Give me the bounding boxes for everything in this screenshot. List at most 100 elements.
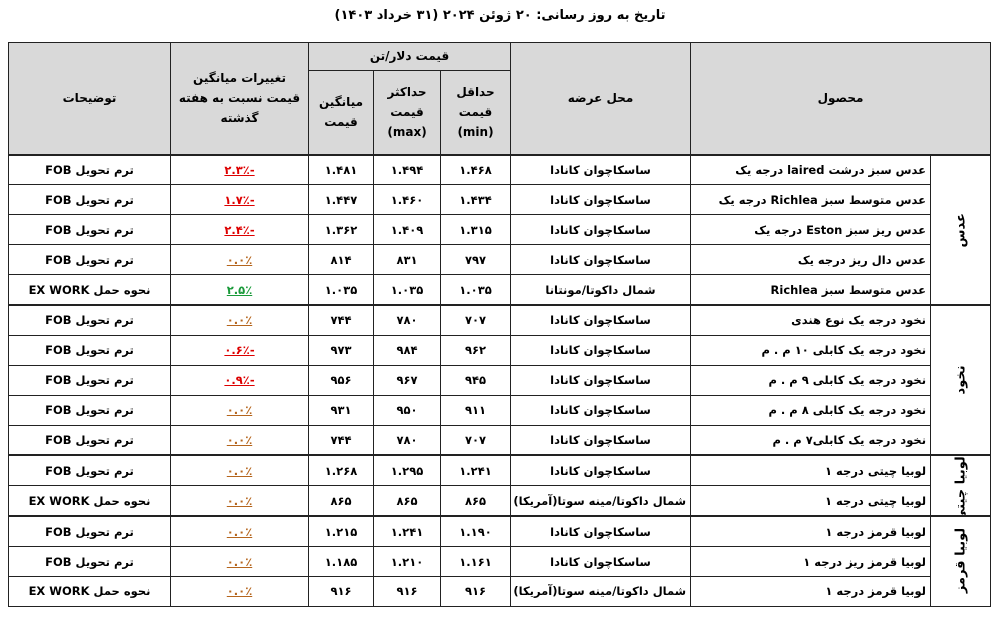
change-value: ۰.۰٪	[226, 403, 253, 418]
max-price-cell: ۷۸۰	[373, 424, 442, 456]
change-value: -۱.۷٪	[224, 192, 255, 207]
change-cell: -۲.۳٪	[170, 153, 309, 186]
max-price-cell: ۱.۴۶۰	[373, 184, 442, 216]
max-price-cell: ۹۶۷	[373, 364, 442, 396]
min-price-cell: ۹۱۱	[440, 394, 512, 426]
max-price-cell: ۱.۲۹۵	[373, 454, 442, 487]
product-cell: نخود درجه یک کابلی ۹ م . م	[690, 364, 932, 396]
min-price-cell: ۱.۱۹۰	[440, 515, 512, 548]
note-cell: ترم تحویل FOB	[8, 303, 171, 336]
location-cell: ساسکاچوان کانادا	[510, 153, 692, 186]
avg-price-cell: ۸۱۴	[307, 244, 375, 276]
location-cell: ساسکاچوان کانادا	[510, 515, 692, 548]
min-price-cell: ۹۴۵	[440, 364, 512, 396]
table-row: لوبیا قرمز لوبیا قرمز درجه ۱ ساسکاچوان کان…	[8, 515, 991, 607]
change-cell: ۰.۰٪	[170, 424, 309, 456]
max-price-cell: ۱.۴۹۴	[373, 153, 442, 186]
min-price-cell: ۸۶۵	[440, 485, 512, 517]
change-value: ۰.۰٪	[226, 432, 253, 447]
location-cell: شمال داکوتا/مینه سوتا(آمریکا)	[510, 485, 692, 517]
table-row: نخود نخود درجه یک نوع هندی ساسکاچوان کاناد…	[8, 303, 991, 456]
location-cell: ساسکاچوان کانادا	[510, 334, 692, 366]
location-cell: ساسکاچوان کانادا	[510, 424, 692, 456]
min-price-cell: ۷۰۷	[440, 424, 512, 456]
change-value: ۲.۵٪	[226, 282, 253, 297]
table-row: نخود درجه یک کابلی ۱۰ م . م ساسکاچوان کان…	[8, 334, 991, 366]
max-price-cell: ۱.۴۰۹	[373, 214, 442, 246]
location-cell: ساسکاچوان کانادا	[510, 303, 692, 336]
note-cell: ترم تحویل FOB	[8, 184, 171, 216]
change-value: ۰.۰٪	[226, 584, 253, 599]
change-value: ۰.۰٪	[226, 313, 253, 328]
product-cell: عدس متوسط سبز Richlea درجه یک	[690, 184, 932, 216]
note-cell: ترم تحویل FOB	[8, 364, 171, 396]
header-note: توضیحات	[8, 42, 171, 155]
product-cell: نخود درجه یک نوع هندی	[690, 303, 932, 336]
change-value: -۰.۶٪	[224, 343, 255, 358]
table-row: عدس دال ریز درجه یک ساسکاچوان کانادا ۷۹۷ ۸۳…	[8, 244, 991, 276]
header-product: محصول	[690, 42, 992, 155]
table-row: لوبیا قرمز درجه ۱ شمال داکوتا/مینه سوتا(آ…	[8, 575, 991, 607]
product-cell: نخود درجه یک کابلی۷ م . م	[690, 424, 932, 456]
change-cell: -۱.۷٪	[170, 184, 309, 216]
change-cell: ۰.۰٪	[170, 546, 309, 577]
change-value: -۲.۴٪	[224, 222, 255, 237]
note-cell: نحوه حمل EX WORK	[8, 274, 171, 306]
avg-price-cell: ۱.۴۴۷	[307, 184, 375, 216]
table-row: لوبیا چیتی درجه ۱ شمال داکوتا/مینه سوتا(آ…	[8, 485, 991, 517]
note-cell: ترم تحویل FOB	[8, 546, 171, 577]
change-value: ۰.۰٪	[226, 252, 253, 267]
change-value: -۰.۹٪	[224, 373, 255, 388]
note-cell: ترم تحویل FOB	[8, 334, 171, 366]
min-price-cell: ۷۹۷	[440, 244, 512, 276]
avg-price-cell: ۱.۲۱۵	[307, 515, 375, 548]
min-price-cell: ۱.۰۳۵	[440, 274, 512, 306]
product-cell: لوبیا چیتی درجه ۱	[690, 485, 932, 517]
header-price-group: قیمت دلار/تن	[307, 42, 512, 71]
change-cell: ۲.۵٪	[170, 274, 309, 306]
avg-price-cell: ۱.۳۶۲	[307, 214, 375, 246]
table-row: لوبیا قرمز ریز درجه ۱ ساسکاچوان کانادا ۱.۱…	[8, 546, 991, 577]
table-body: عدس عدس سبز درشت laired درجه یک ساسکاچوان …	[8, 153, 991, 607]
location-cell: ساسکاچوان کانادا	[510, 546, 692, 577]
change-cell: ۰.۰٪	[170, 303, 309, 336]
update-date-title: تاریخ به روز رسانی: ۲۰ ژوئن ۲۰۲۴ (۳۱ خرد…	[334, 8, 666, 23]
change-cell: ۰.۰٪	[170, 244, 309, 276]
max-price-cell: ۱.۲۱۰	[373, 546, 442, 577]
group-label: عدس	[930, 154, 991, 305]
change-cell: -۰.۶٪	[170, 334, 309, 366]
header-min: حداقل قیمت (min)	[440, 70, 512, 155]
change-value: ۰.۰٪	[226, 554, 253, 569]
avg-price-cell: ۹۵۶	[307, 364, 375, 396]
header-change: تغییرات میانگین قیمت نسبت به هفته گذشته	[170, 42, 309, 155]
avg-price-cell: ۱.۴۸۱	[307, 153, 375, 186]
avg-price-cell: ۱.۰۳۵	[307, 274, 375, 306]
table-row: نخود درجه یک کابلی ۹ م . م ساسکاچوان کانا…	[8, 364, 991, 396]
change-value: ۰.۰٪	[226, 463, 253, 478]
note-cell: ترم تحویل FOB	[8, 153, 171, 186]
note-cell: ترم تحویل FOB	[8, 394, 171, 426]
table-row: عدس عدس سبز درشت laired درجه یک ساسکاچوان …	[8, 153, 991, 305]
min-price-cell: ۱.۴۶۸	[440, 153, 512, 186]
change-cell: ۰.۰٪	[170, 394, 309, 426]
change-cell: -۲.۴٪	[170, 214, 309, 246]
min-price-cell: ۱.۳۱۵	[440, 214, 512, 246]
note-cell: ترم تحویل FOB	[8, 214, 171, 246]
header-max: حداکثر قیمت (max)	[373, 70, 442, 155]
header-location: محل عرضه	[510, 42, 692, 155]
change-cell: ۰.۰٪	[170, 575, 309, 607]
note-cell: نحوه حمل EX WORK	[8, 485, 171, 517]
table-row: نخود درجه یک کابلی ۸ م . م ساسکاچوان کانا…	[8, 394, 991, 426]
note-cell: نحوه حمل EX WORK	[8, 575, 171, 607]
product-cell: نخود درجه یک کابلی ۸ م . م	[690, 394, 932, 426]
avg-price-cell: ۹۷۳	[307, 334, 375, 366]
note-cell: ترم تحویل FOB	[8, 454, 171, 487]
location-cell: ساسکاچوان کانادا	[510, 244, 692, 276]
product-cell: عدس سبز درشت laired درجه یک	[690, 153, 932, 186]
max-price-cell: ۷۸۰	[373, 303, 442, 336]
max-price-cell: ۹۵۰	[373, 394, 442, 426]
avg-price-cell: ۱.۲۶۸	[307, 454, 375, 487]
group-label: لوبیا چیتی	[930, 455, 991, 517]
table-row: نخود درجه یک کابلی۷ م . م ساسکاچوان کاناد…	[8, 424, 991, 456]
